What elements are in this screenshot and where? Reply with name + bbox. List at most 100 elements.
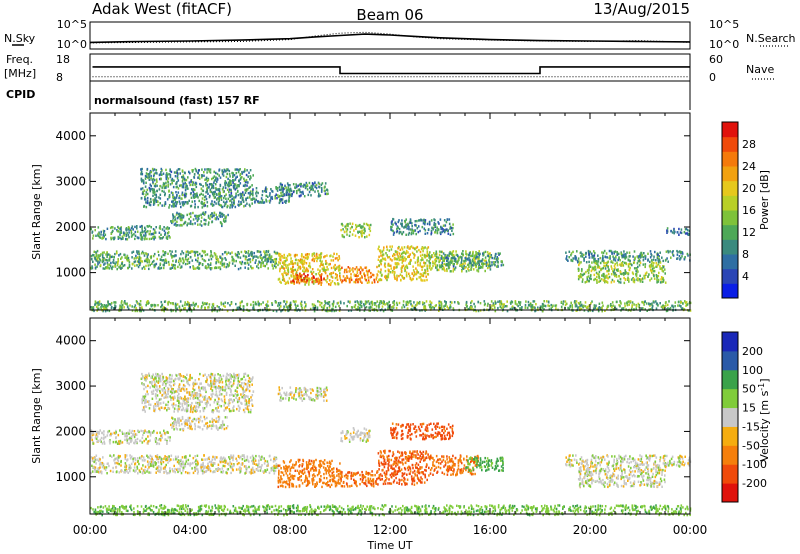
power-cell [198,177,201,180]
power-cell [108,309,111,313]
power-cell [120,231,123,234]
power-cell [378,255,380,258]
power-cell [134,260,136,263]
power-cell [117,262,119,265]
power-cell [182,258,185,262]
power-cell [658,271,660,275]
power-cell [186,213,188,217]
power-cell [319,278,321,282]
power-cell [542,309,544,313]
power-cell [411,251,414,255]
power-cell [387,262,390,266]
freq-unit-label: [MHz] [4,67,36,80]
power-cell [91,306,94,310]
power-cell [212,302,215,306]
power-cell [234,264,236,267]
power-cell [313,254,316,258]
power-cell [371,281,373,284]
power-cell [295,304,297,308]
power-cell [353,305,356,309]
power-cell [244,169,246,173]
power-cell [624,305,626,308]
power-cell [487,254,489,258]
power-cell [430,301,433,304]
power-cell [644,265,646,269]
power-cell [290,270,293,274]
power-cell [651,306,653,310]
power-cell [542,304,545,307]
power-cell [684,232,687,235]
power-cell [232,184,235,187]
power-cell [222,304,225,307]
power-cell [247,252,249,255]
power-cell [235,194,237,198]
power-cell [240,193,242,196]
power-cell [398,227,401,231]
power-cell [285,273,288,277]
power-cell [384,269,387,273]
power-cell [434,259,436,262]
power-cell [249,175,252,178]
power-cell [623,250,625,253]
power-cell [501,303,503,306]
power-cell [152,181,154,184]
power-cell [290,189,293,193]
power-cell [408,254,410,258]
power-cell [398,252,401,255]
power-cell [177,187,180,190]
power-cell [314,190,316,193]
power-cell [394,250,397,253]
power-cell [412,265,414,268]
power-cell [595,271,598,275]
power-cell [424,255,427,259]
power-cell [613,271,615,274]
power-cell [422,274,425,278]
power-cell [381,257,384,260]
power-cell [396,277,398,280]
power-cell [465,303,467,307]
power-cell [610,281,613,284]
power-cell [283,263,285,266]
power-cell [606,281,609,284]
power-cell [478,250,480,253]
power-cell [250,192,253,196]
velocity-cell [204,373,206,376]
power-cell [382,302,385,305]
power-cell [298,259,301,262]
power-cell [338,265,341,269]
power-cell [301,191,303,194]
power-cell [169,175,172,179]
velocity-cell [228,380,231,384]
power-cell [409,246,412,249]
power-cell [163,226,165,229]
power-cell [433,307,435,310]
power-cell [177,224,179,227]
power-cell [400,279,402,282]
power-cell [649,308,652,311]
power-cell [601,310,603,313]
power-cell [593,307,595,310]
power-cell [413,306,415,309]
velocity-cell [249,399,251,402]
power-cell [447,232,450,235]
power-cell [175,254,177,257]
power-cell [189,255,192,259]
power-cell [164,258,167,261]
power-cell [184,221,187,224]
power-cell [307,256,310,259]
power-cell [310,184,313,188]
power-cell [424,272,427,275]
power-cell [292,300,295,303]
power-cell [225,197,227,200]
power-cell [318,253,321,257]
power-cell [215,213,217,216]
power-cell [136,264,138,267]
power-cell [567,259,569,262]
power-cell [238,168,240,172]
power-cell [420,218,422,221]
power-cell [126,238,129,241]
power-cell [301,307,303,310]
power-cell [444,256,447,260]
power-cell [336,256,338,260]
power-cell [234,252,237,256]
